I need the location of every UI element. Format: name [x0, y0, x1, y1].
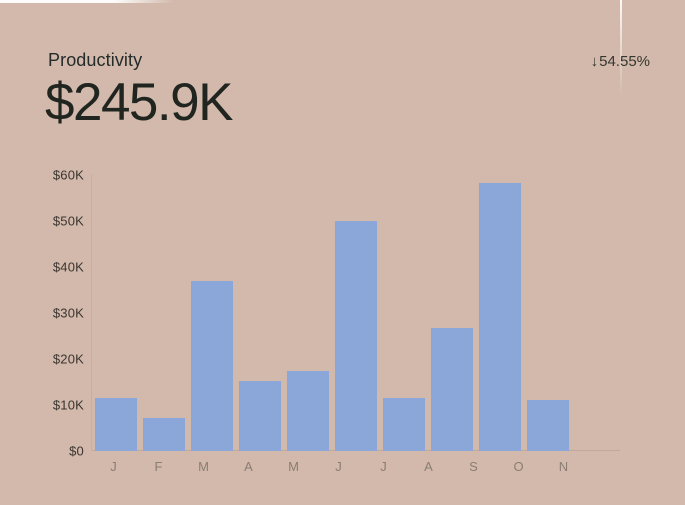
x-tick-label: S: [469, 459, 478, 474]
page-edge-highlight-top: [0, 0, 175, 3]
chart-bar-J-6[interactable]: [383, 398, 425, 451]
x-tick-label: A: [424, 459, 433, 474]
chart-bar-M-2[interactable]: [191, 281, 233, 451]
y-tick-label: $0: [69, 443, 84, 459]
chart-bar-S-8[interactable]: [479, 183, 521, 451]
chart-bar-J-5[interactable]: [335, 221, 377, 451]
x-tick-label: A: [244, 459, 253, 474]
arrow-down-icon: ↓: [590, 53, 599, 70]
change-value: 54.55%: [599, 53, 650, 70]
y-tick-label: $20K: [52, 351, 84, 367]
metric-value: $245.9K: [45, 73, 233, 132]
y-tick-label: $50K: [52, 213, 84, 229]
chart-bar-O-9[interactable]: [527, 400, 569, 451]
x-tick-label: F: [154, 459, 163, 474]
chart-bar-A-3[interactable]: [239, 381, 281, 451]
x-tick-label: J: [335, 459, 342, 474]
x-tick-label: O: [513, 459, 524, 474]
chart-bar-M-4[interactable]: [287, 371, 329, 451]
card-title: Productivity: [48, 50, 143, 70]
y-tick-label: $10K: [52, 397, 84, 413]
chart-bar-F-1[interactable]: [143, 418, 185, 451]
y-axis-line: [91, 174, 92, 451]
card-header: Productivity ↓54.55%: [48, 50, 650, 71]
x-tick-label: N: [558, 459, 569, 474]
change-indicator: ↓54.55%: [591, 53, 650, 70]
y-tick-label: $40K: [52, 259, 84, 275]
x-tick-label: M: [288, 459, 299, 474]
x-tick-label: J: [110, 459, 117, 474]
y-tick-label: $60K: [52, 167, 84, 183]
page-edge-highlight-right: [620, 0, 622, 98]
y-tick-label: $30K: [52, 305, 84, 321]
x-tick-label: J: [380, 459, 387, 474]
chart-bar-J-0[interactable]: [95, 398, 137, 451]
x-tick-label: M: [198, 459, 209, 474]
chart-bar-A-7[interactable]: [431, 328, 473, 451]
